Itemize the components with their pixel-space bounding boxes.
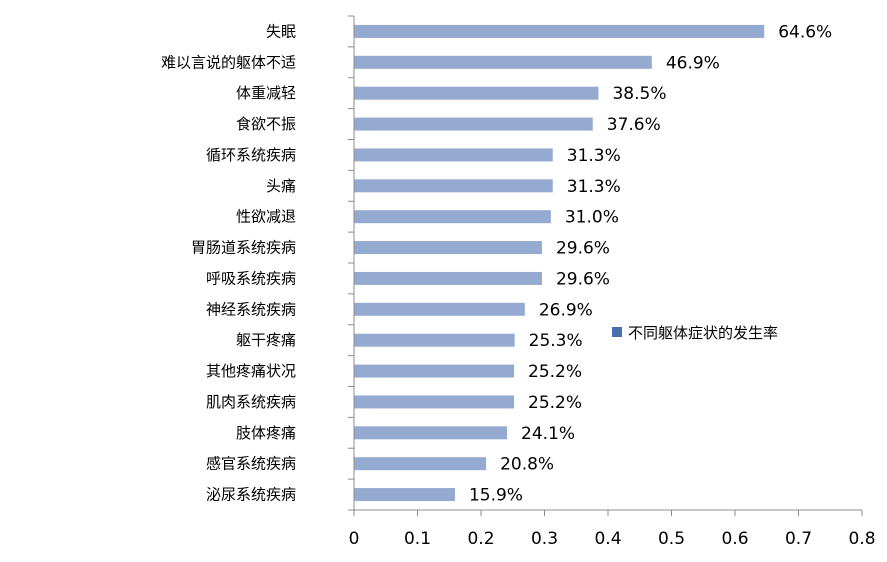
data-label: 46.9% xyxy=(666,53,720,73)
data-label: 38.5% xyxy=(612,84,666,104)
x-tick-label: 0.6 xyxy=(721,529,748,549)
bar xyxy=(354,148,553,162)
bar xyxy=(354,117,593,131)
data-label: 31.3% xyxy=(567,146,621,166)
category-label: 肌肉系统疾病 xyxy=(206,393,296,411)
data-label: 25.3% xyxy=(529,331,583,351)
data-label: 29.6% xyxy=(556,239,610,259)
bar xyxy=(354,179,553,193)
x-tick-label: 0.7 xyxy=(785,529,812,549)
category-label: 泌尿系统疾病 xyxy=(206,486,296,504)
data-label: 26.9% xyxy=(539,300,593,320)
x-tick-label: 0.3 xyxy=(531,529,558,549)
bar xyxy=(354,333,515,347)
bar xyxy=(354,241,542,255)
data-label: 31.3% xyxy=(567,177,621,197)
category-label: 食欲不振 xyxy=(236,115,296,133)
category-label: 感官系统疾病 xyxy=(206,455,296,473)
data-label: 15.9% xyxy=(469,486,523,506)
category-label: 神经系统疾病 xyxy=(206,300,296,318)
data-label: 25.2% xyxy=(528,393,582,413)
data-label: 25.2% xyxy=(528,362,582,382)
bar xyxy=(354,426,508,440)
category-label: 循环系统疾病 xyxy=(206,146,296,164)
legend-swatch xyxy=(612,327,622,337)
category-labels: 失眠难以言说的躯体不适体重减轻食欲不振循环系统疾病头痛性欲减退胃肠道系统疾病呼吸… xyxy=(161,22,296,503)
legend-label: 不同躯体症状的发生率 xyxy=(628,324,778,342)
bar xyxy=(354,395,515,409)
category-label: 头痛 xyxy=(266,177,296,195)
x-tick-label: 0 xyxy=(349,529,360,549)
category-label: 性欲减退 xyxy=(236,208,296,226)
category-label: 体重减轻 xyxy=(236,84,296,102)
bar xyxy=(354,24,765,38)
bar xyxy=(354,302,525,316)
bar xyxy=(354,488,455,502)
data-label: 29.6% xyxy=(556,269,610,289)
x-tick-label: 0.2 xyxy=(467,529,494,549)
data-label: 37.6% xyxy=(607,115,661,135)
bar xyxy=(354,271,542,285)
x-tick-label: 0.1 xyxy=(404,529,431,549)
category-label: 其他疼痛状况 xyxy=(206,362,296,380)
data-label: 20.8% xyxy=(500,455,554,475)
x-tick-label: 0.4 xyxy=(594,529,621,549)
category-label: 躯干疼痛 xyxy=(236,331,296,349)
bars-group xyxy=(354,24,765,502)
bar xyxy=(354,364,515,378)
legend: 不同躯体症状的发生率 xyxy=(612,324,778,342)
category-label: 肢体疼痛 xyxy=(236,424,296,442)
data-label: 24.1% xyxy=(521,424,575,444)
bar xyxy=(354,210,551,224)
bar xyxy=(354,457,487,471)
axes: 0 0.1 0.2 0.3 0.4 0.5 0.6 0.7 0.8 xyxy=(348,15,876,549)
category-label: 呼吸系统疾病 xyxy=(206,269,296,287)
data-label: 64.6% xyxy=(778,22,832,42)
x-tick-label: 0.8 xyxy=(848,529,875,549)
category-label: 胃肠道系统疾病 xyxy=(191,239,296,257)
bar xyxy=(354,86,599,100)
category-label: 难以言说的躯体不适 xyxy=(161,53,296,71)
data-labels: 64.6% 46.9%38.5% 37.6% 31.3% 31.3% 31.0% 29.6%… xyxy=(469,22,832,505)
data-label: 31.0% xyxy=(565,208,619,228)
category-label: 失眠 xyxy=(266,22,296,40)
bar xyxy=(354,55,652,69)
x-tick-label: 0.5 xyxy=(658,529,685,549)
